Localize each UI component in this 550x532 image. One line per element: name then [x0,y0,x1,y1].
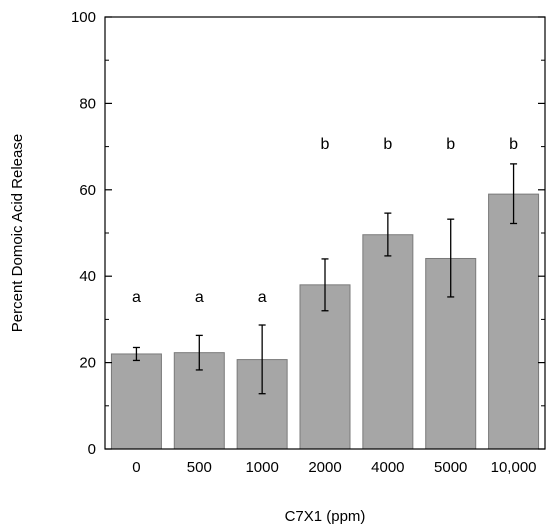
x-tick-label-6: 10,000 [491,459,537,476]
y-tick-label-3: 60 [79,182,96,199]
x-tick-label-2: 1000 [245,459,278,476]
significance-label-1: a [195,289,204,306]
bar-4 [362,234,414,450]
significance-label-6: b [509,136,518,153]
y-axis-title: Percent Domoic Acid Release [9,134,26,332]
x-tick-label-3: 2000 [308,459,341,476]
bar-6 [488,193,540,450]
bar-0 [110,353,162,450]
y-tick-label-0: 0 [88,441,96,458]
x-tick-label-0: 0 [132,459,140,476]
y-tick-label-2: 40 [79,268,96,285]
plot-area: a 0 a 500 a 1000 b 2000 b 4000 b 5000 b 10,000 0 20 40 60… [71,9,546,476]
x-tick-label-5: 5000 [434,459,467,476]
x-axis-title: C7X1 (ppm) [285,508,366,525]
significance-label-0: a [132,289,141,306]
x-tick-label-4: 4000 [371,459,404,476]
significance-label-2: a [258,289,267,306]
significance-label-4: b [383,136,392,153]
y-tick-label-1: 20 [79,355,96,372]
significance-label-3: b [321,136,330,153]
x-tick-label-1: 500 [187,459,212,476]
significance-label-5: b [446,136,455,153]
y-tick-label-5: 100 [71,9,96,26]
y-tick-label-4: 80 [79,95,96,112]
